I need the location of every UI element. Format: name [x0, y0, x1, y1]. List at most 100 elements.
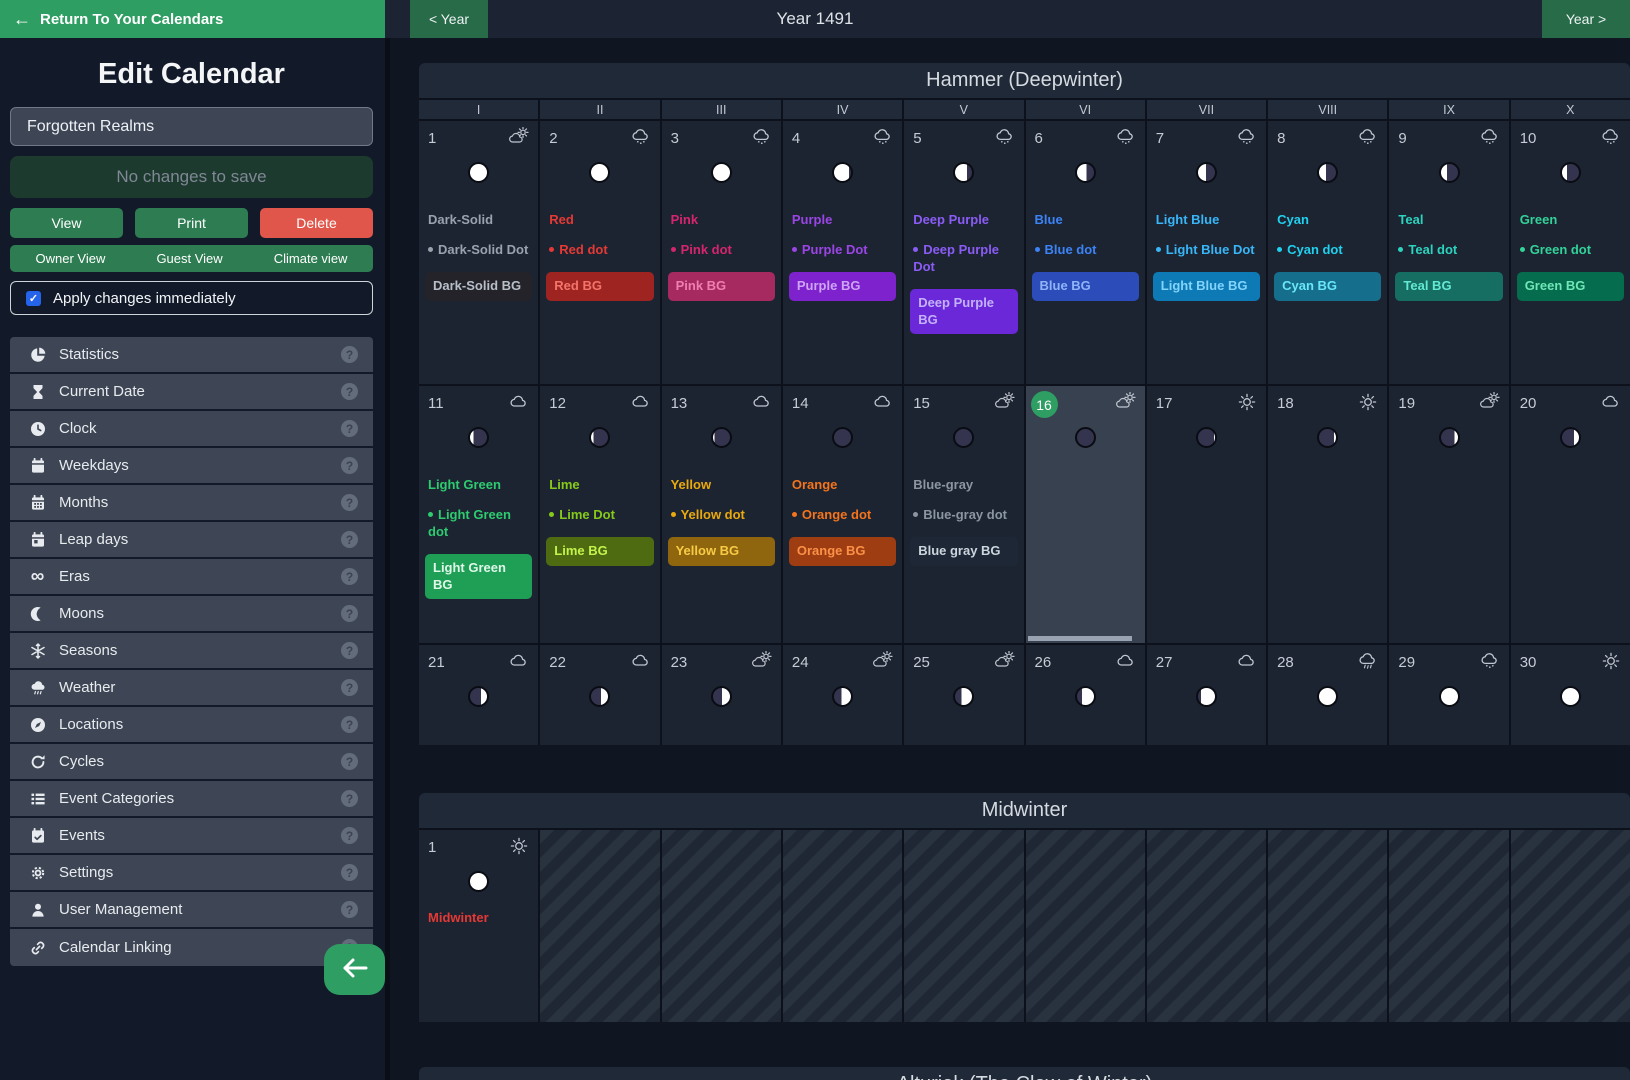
sidebar-item-leap-days[interactable]: Leap days?: [10, 522, 373, 559]
day-cell-1[interactable]: 1 Midwinter: [419, 830, 539, 1022]
event-bg[interactable]: Orange BG: [788, 536, 897, 566]
day-cell-6[interactable]: 6 Blue Blue dot Blue BG: [1025, 121, 1145, 384]
help-icon[interactable]: ?: [341, 568, 358, 585]
prev-year-button[interactable]: < Year: [410, 0, 488, 38]
guest-view-link[interactable]: Guest View: [156, 251, 223, 266]
day-cell-12[interactable]: 12 Lime Lime Dot Lime BG: [540, 386, 660, 643]
event-solid[interactable]: Red: [549, 212, 574, 227]
day-cell-20[interactable]: 20: [1510, 386, 1630, 643]
event-bg[interactable]: Purple BG: [788, 271, 897, 301]
day-cell-3[interactable]: 3 Pink Pink dot Pink BG: [661, 121, 781, 384]
sidebar-item-weekdays[interactable]: Weekdays?: [10, 448, 373, 485]
event-bg[interactable]: Dark-Solid BG: [425, 271, 533, 301]
day-cell-4[interactable]: 4 Purple Purple Dot Purple BG: [782, 121, 903, 384]
event-solid[interactable]: Lime: [549, 477, 580, 492]
day-cell-22[interactable]: 22: [540, 645, 660, 745]
event-dot[interactable]: Teal dot: [1398, 242, 1499, 259]
event-dot[interactable]: Purple Dot: [791, 242, 893, 259]
print-button[interactable]: Print: [135, 208, 248, 238]
event-dot[interactable]: Light Green dot: [428, 506, 511, 539]
sidebar-item-events[interactable]: Events?: [10, 818, 373, 855]
event-solid[interactable]: Purple: [791, 212, 833, 227]
owner-view-link[interactable]: Owner View: [35, 251, 106, 266]
sidebar-scrollbar-track[interactable]: [385, 38, 390, 1080]
save-changes-button[interactable]: No changes to save: [10, 156, 373, 198]
event-dot[interactable]: Yellow dot: [670, 507, 772, 524]
day-cell-13[interactable]: 13 Yellow Yellow dot Yellow BG: [661, 386, 781, 643]
day-cell-26[interactable]: 26: [1025, 645, 1145, 745]
sidebar-item-settings[interactable]: Settings?: [10, 855, 373, 892]
help-icon[interactable]: ?: [341, 901, 358, 918]
event-solid[interactable]: Teal: [1398, 212, 1424, 227]
event-solid[interactable]: Green: [1519, 212, 1558, 227]
day-cell-27[interactable]: 27: [1146, 645, 1267, 745]
day-cell-2[interactable]: 2 Red Red dot Red BG: [540, 121, 660, 384]
event-dot[interactable]: Cyan dot: [1277, 242, 1378, 259]
sidebar-item-calendar-linking[interactable]: Calendar Linking?: [10, 929, 373, 966]
help-icon[interactable]: ?: [341, 420, 358, 437]
day-cell-19[interactable]: 19: [1389, 386, 1509, 643]
help-icon[interactable]: ?: [341, 753, 358, 770]
sidebar-item-cycles[interactable]: Cycles?: [10, 744, 373, 781]
day-cell-18[interactable]: 18: [1268, 386, 1388, 643]
event-solid[interactable]: Cyan: [1277, 212, 1309, 227]
climate-view-link[interactable]: Climate view: [273, 251, 348, 266]
event-dot[interactable]: Orange dot: [791, 507, 893, 524]
day-cell-9[interactable]: 9 Teal Teal dot Teal BG: [1389, 121, 1509, 384]
sidebar-item-seasons[interactable]: Seasons?: [10, 633, 373, 670]
event-solid[interactable]: Deep Purple: [913, 212, 990, 227]
day-cell-29[interactable]: 29: [1389, 645, 1509, 745]
event-solid[interactable]: Light Green: [428, 477, 501, 492]
event-dot[interactable]: Blue-gray dot: [913, 507, 1014, 524]
event-solid[interactable]: Orange: [791, 477, 838, 492]
cell-scrollbar[interactable]: [1027, 636, 1133, 641]
event-solid[interactable]: Pink: [670, 212, 699, 227]
event-bg[interactable]: Teal BG: [1395, 271, 1503, 301]
event-dot[interactable]: Light Blue Dot: [1155, 242, 1257, 259]
day-cell-7[interactable]: 7 Light Blue Light Blue Dot Light Blue BG: [1146, 121, 1267, 384]
day-cell-24[interactable]: 24: [782, 645, 903, 745]
event-solid[interactable]: Midwinter: [428, 910, 489, 925]
sidebar-item-statistics[interactable]: Statistics?: [10, 337, 373, 374]
event-solid[interactable]: Dark-Solid: [428, 212, 494, 227]
next-year-button[interactable]: Year >: [1542, 0, 1630, 38]
help-icon[interactable]: ?: [341, 864, 358, 881]
event-bg[interactable]: Deep Purple BG: [910, 288, 1018, 335]
day-cell-10[interactable]: 10 Green Green dot Green BG: [1510, 121, 1630, 384]
event-bg[interactable]: Light Blue BG: [1152, 271, 1261, 301]
help-icon[interactable]: ?: [341, 531, 358, 548]
event-bg[interactable]: Blue gray BG: [910, 536, 1018, 566]
sidebar-item-weather[interactable]: Weather?: [10, 670, 373, 707]
sidebar-item-moons[interactable]: Moons?: [10, 596, 373, 633]
event-dot[interactable]: Lime Dot: [549, 507, 650, 524]
event-solid[interactable]: Blue: [1034, 212, 1063, 227]
sidebar-item-event-categories[interactable]: Event Categories?: [10, 781, 373, 818]
day-cell-11[interactable]: 11 Light Green Light Green dot Light Green …: [419, 386, 539, 643]
calendar-name-input[interactable]: [10, 107, 373, 146]
event-bg[interactable]: Red BG: [546, 271, 654, 301]
day-cell-21[interactable]: 21: [419, 645, 539, 745]
day-cell-14[interactable]: 14 Orange Orange dot Orange BG: [782, 386, 903, 643]
sidebar-item-eras[interactable]: ∞ Eras?: [10, 559, 373, 596]
event-dot[interactable]: Green dot: [1519, 242, 1621, 259]
event-bg[interactable]: Light Green BG: [425, 553, 533, 600]
event-dot[interactable]: Deep Purple Dot: [913, 241, 1000, 274]
event-dot[interactable]: Pink dot: [670, 242, 772, 259]
event-dot[interactable]: Blue dot: [1034, 242, 1136, 259]
sidebar-item-clock[interactable]: Clock?: [10, 411, 373, 448]
event-dot[interactable]: Dark-Solid Dot: [428, 242, 529, 259]
event-dot[interactable]: Red dot: [549, 242, 650, 259]
event-solid[interactable]: Yellow: [670, 477, 712, 492]
help-icon[interactable]: ?: [341, 346, 358, 363]
help-icon[interactable]: ?: [341, 642, 358, 659]
sidebar-item-current-date[interactable]: Current Date?: [10, 374, 373, 411]
view-button[interactable]: View: [10, 208, 123, 238]
sidebar-item-locations[interactable]: Locations?: [10, 707, 373, 744]
day-cell-23[interactable]: 23: [661, 645, 781, 745]
event-bg[interactable]: Green BG: [1516, 271, 1624, 301]
sidebar-item-user-management[interactable]: User Management?: [10, 892, 373, 929]
help-icon[interactable]: ?: [341, 457, 358, 474]
event-solid[interactable]: Blue-gray: [913, 477, 974, 492]
day-cell-16[interactable]: 16: [1025, 386, 1145, 643]
day-cell-28[interactable]: 28: [1268, 645, 1388, 745]
